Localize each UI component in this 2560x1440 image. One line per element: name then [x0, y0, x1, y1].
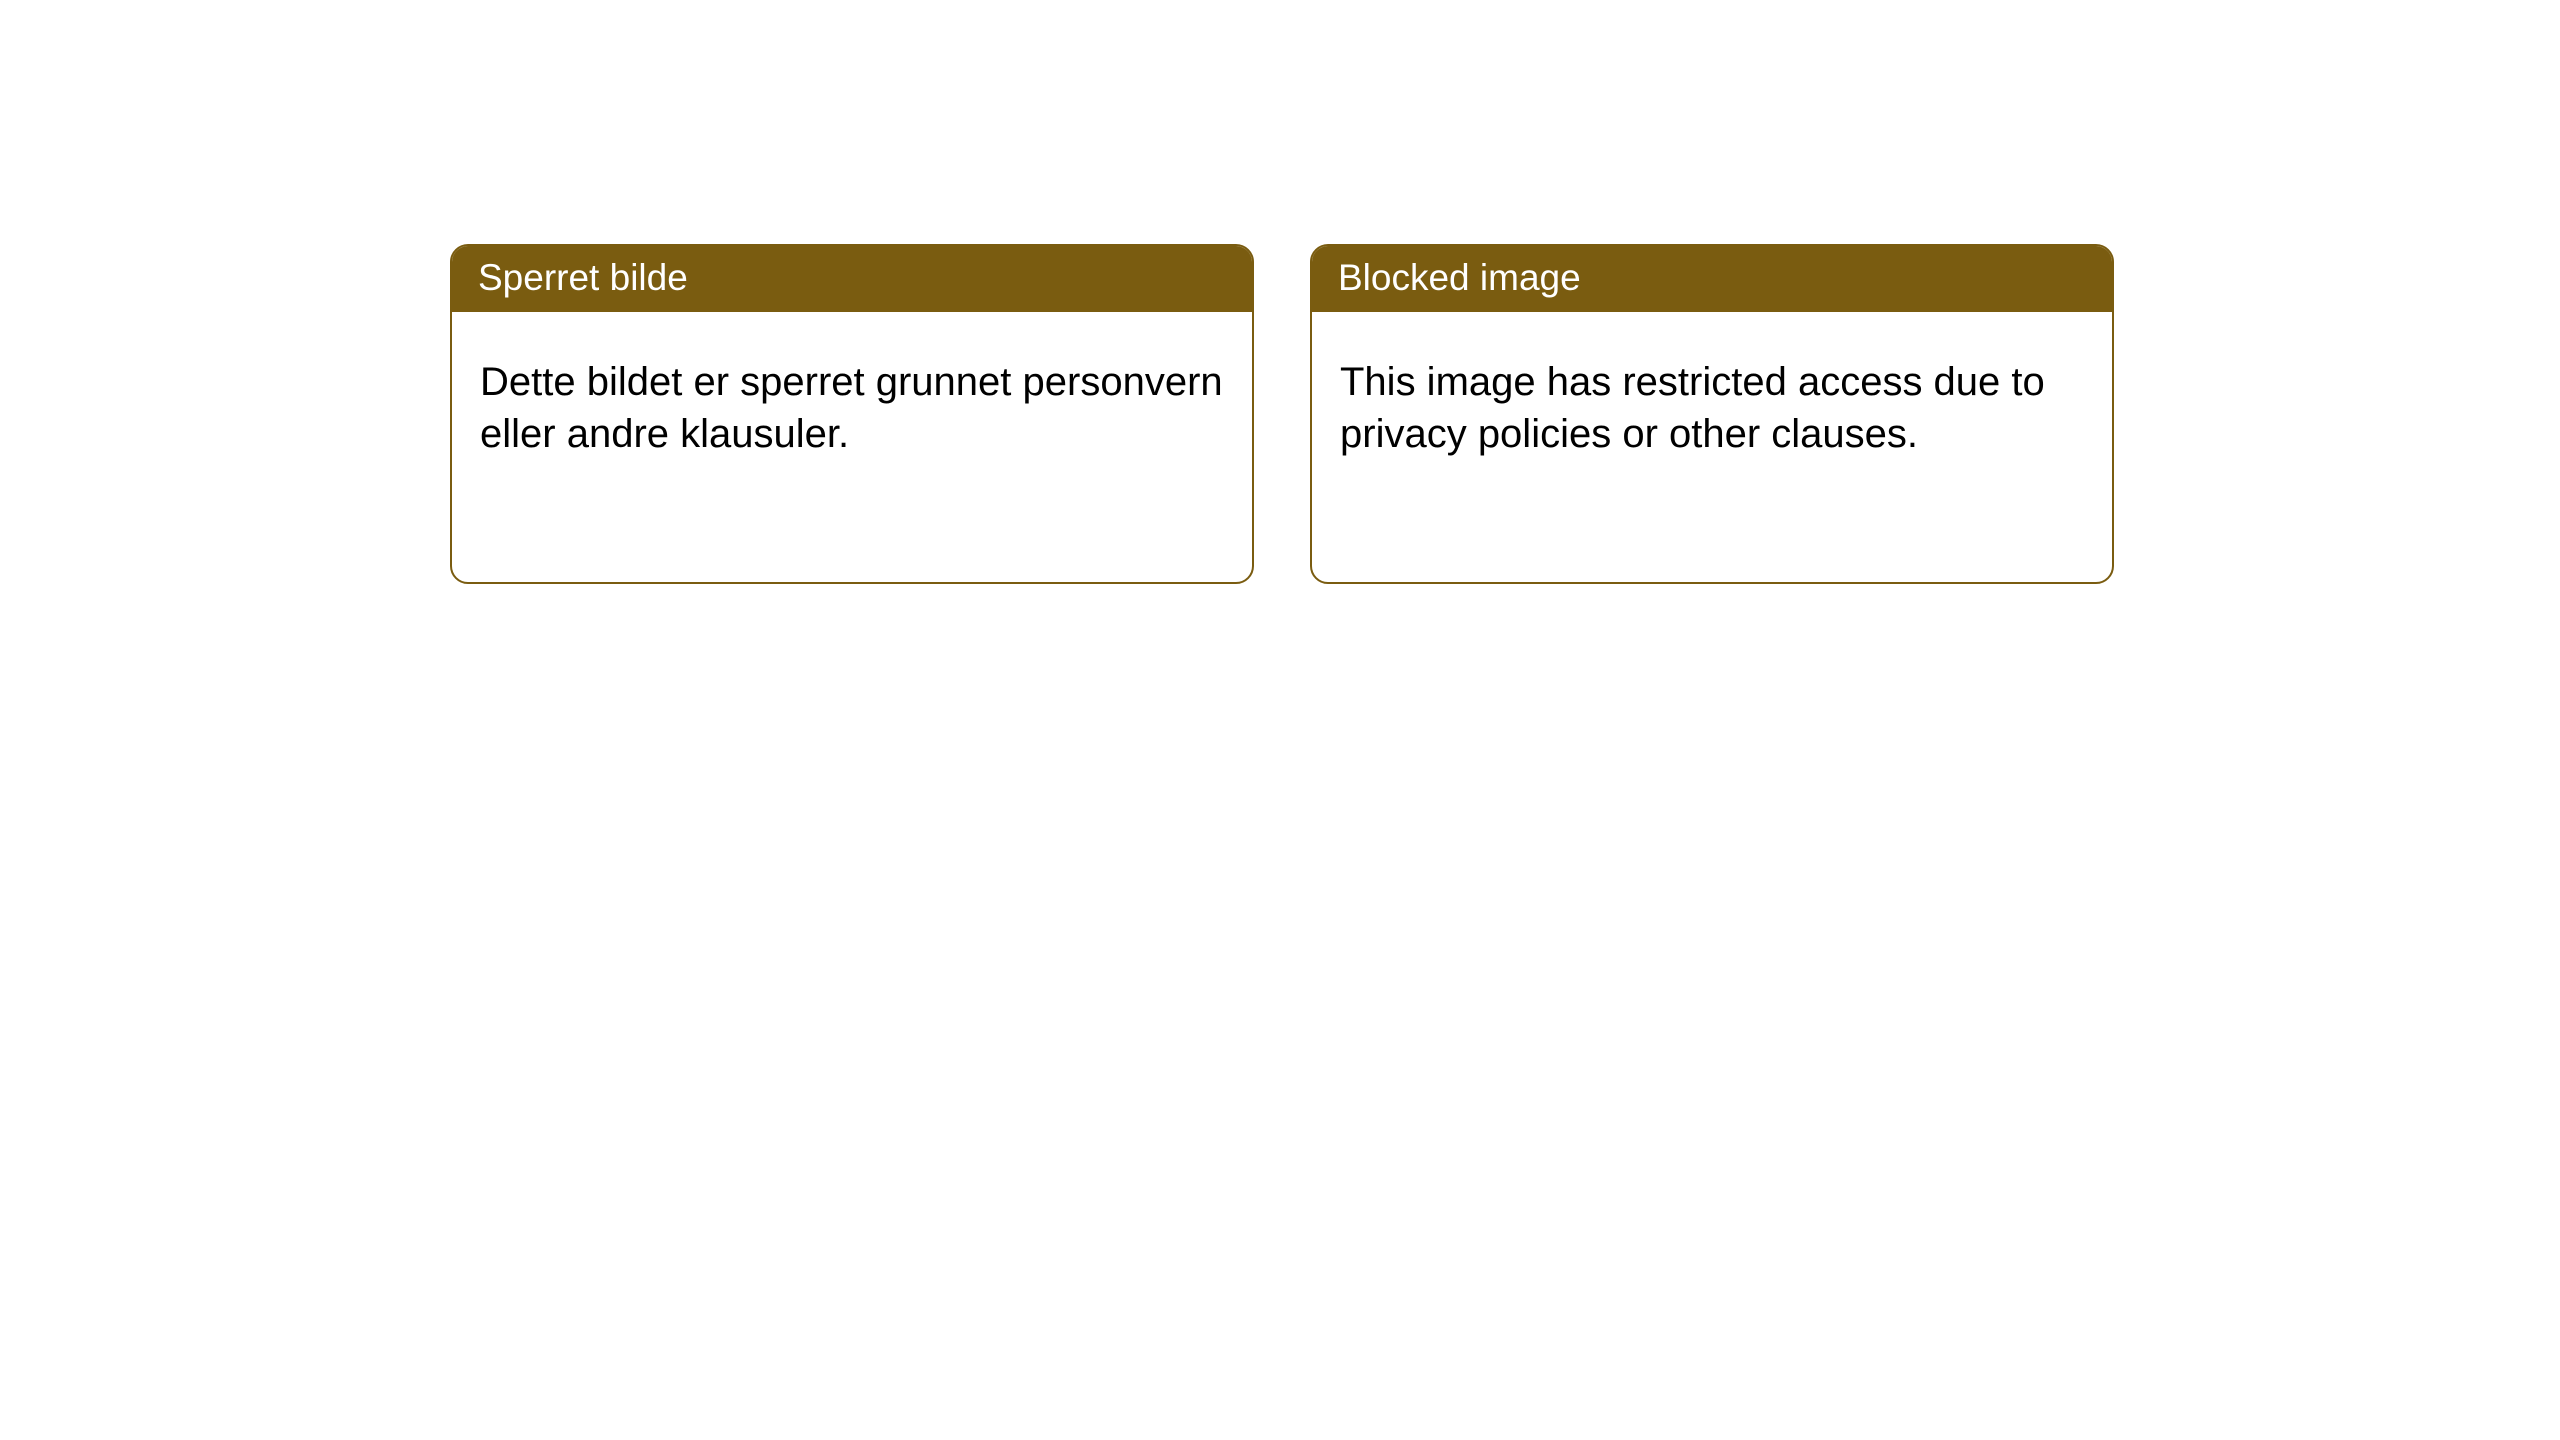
notice-container: Sperret bilde Dette bildet er sperret gr…: [0, 0, 2560, 584]
blocked-image-panel-no: Sperret bilde Dette bildet er sperret gr…: [450, 244, 1254, 584]
panel-header-no: Sperret bilde: [452, 246, 1252, 312]
panel-body-en: This image has restricted access due to …: [1312, 312, 2112, 582]
panel-body-no: Dette bildet er sperret grunnet personve…: [452, 312, 1252, 582]
panel-header-en: Blocked image: [1312, 246, 2112, 312]
blocked-image-panel-en: Blocked image This image has restricted …: [1310, 244, 2114, 584]
